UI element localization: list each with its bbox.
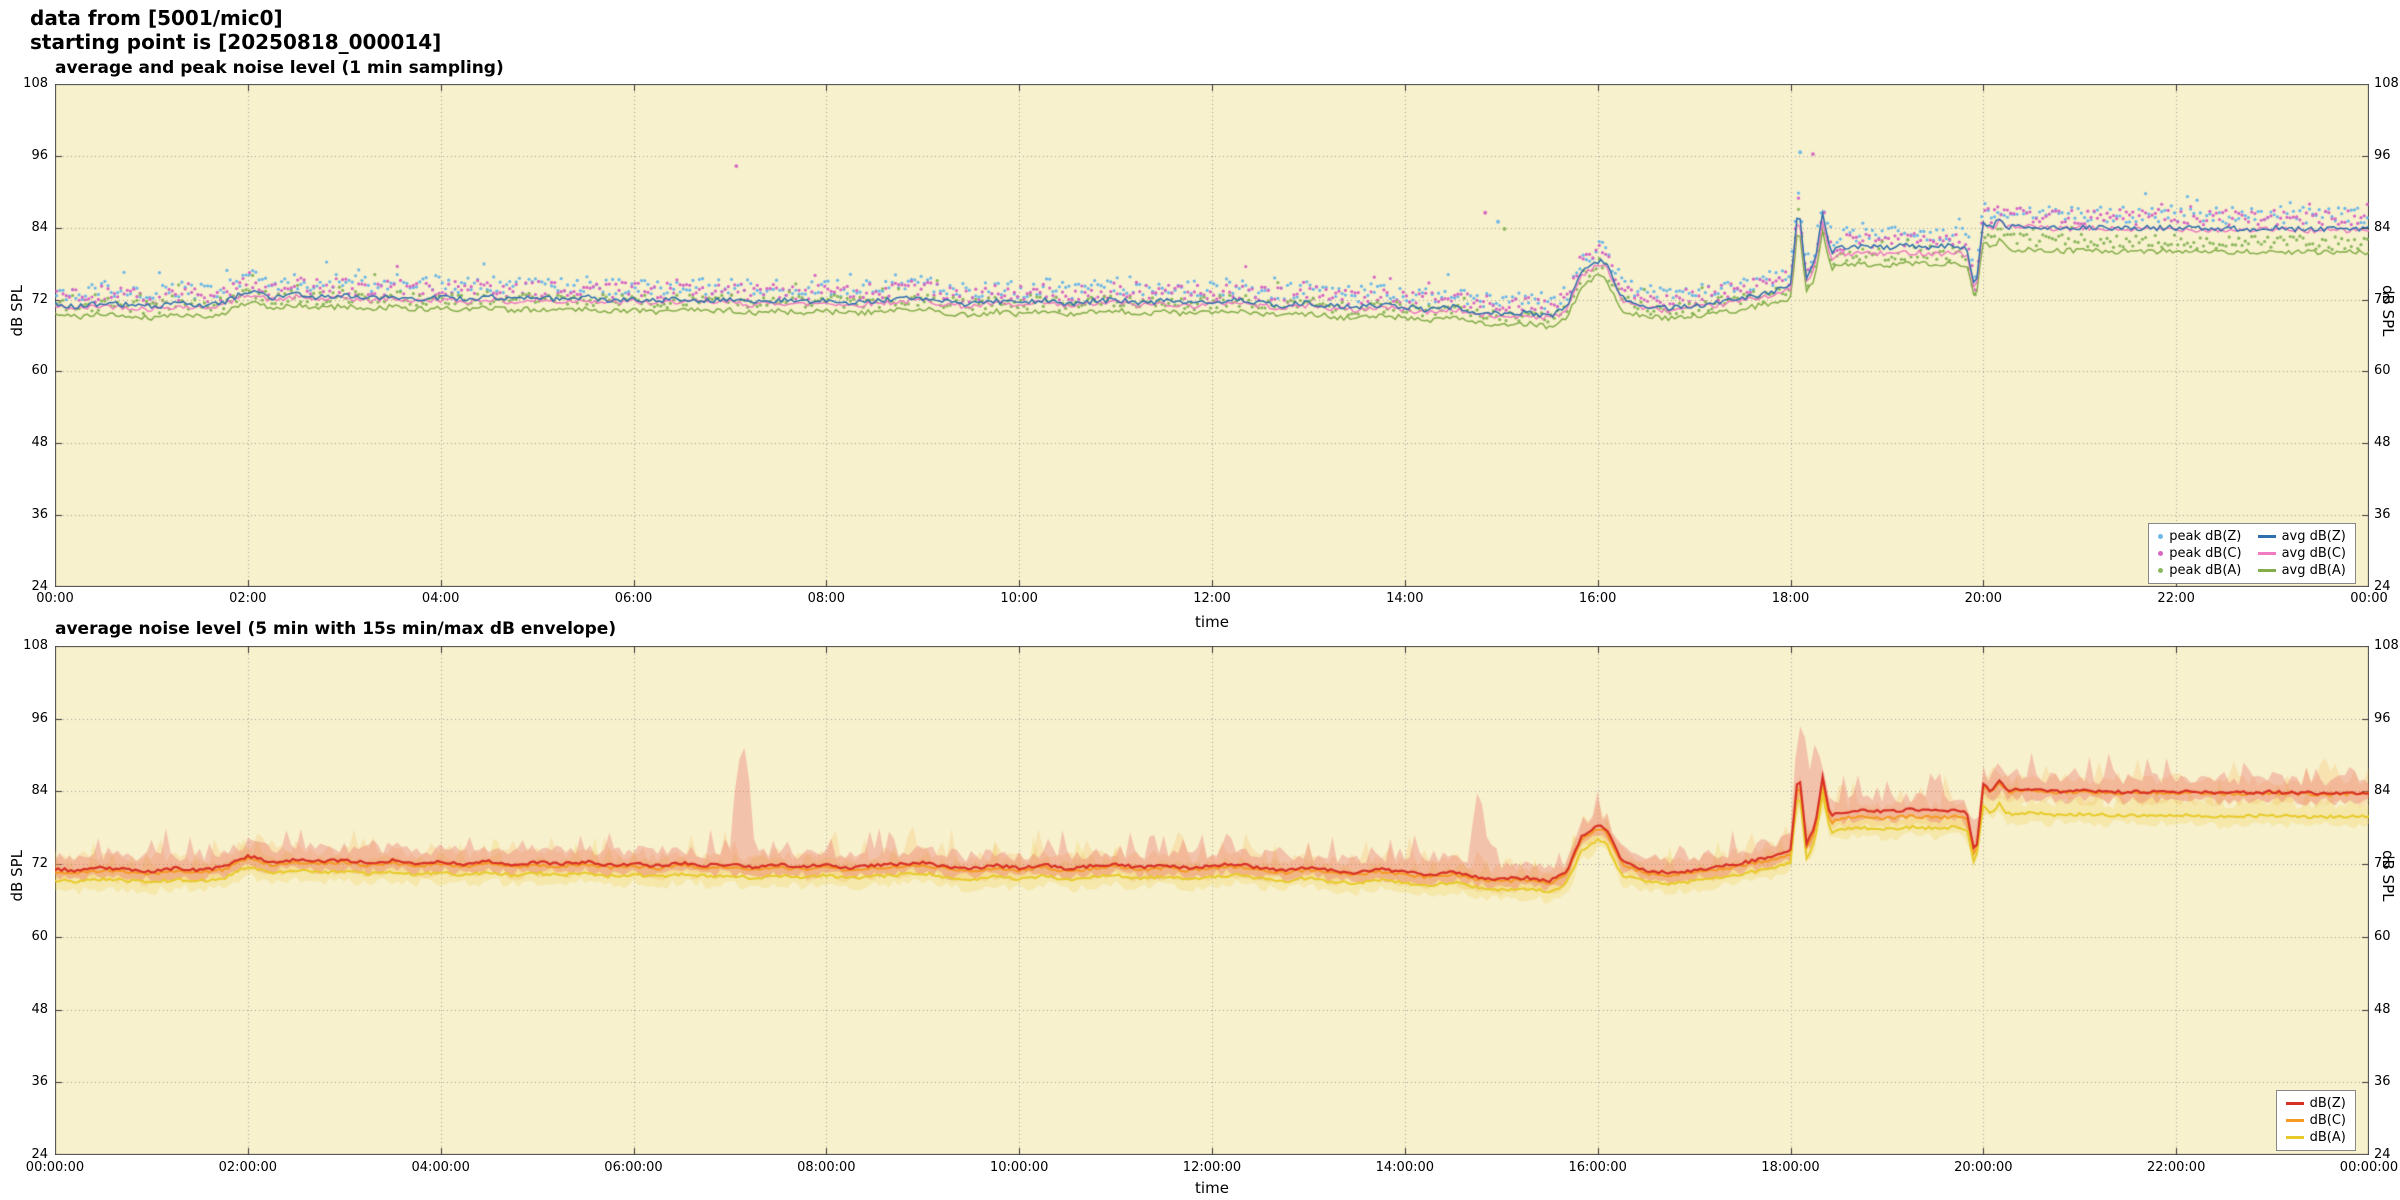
y-tick-label-left: 24 (31, 579, 48, 594)
x-tick-label: 12:00:00 (1182, 1160, 1242, 1175)
y-tick-label-left: 60 (31, 363, 48, 379)
legend-entry: dB(A) (2285, 1129, 2346, 1146)
chart1-plot-canvas (55, 84, 2369, 587)
legend-label: avg dB(C) (2281, 546, 2346, 561)
legend-dot-marker (2158, 568, 2164, 573)
y-tick-label-left: 96 (31, 710, 48, 726)
y-tick-label-right: 84 (2374, 783, 2391, 799)
y-tick-label-right: 60 (2374, 363, 2391, 379)
y-tick-label-left: 108 (23, 76, 48, 91)
chart1-title: average and peak noise level (1 min samp… (55, 58, 504, 78)
x-tick-label: 02:00:00 (218, 1160, 278, 1175)
y-tick-label-right: 108 (2374, 76, 2399, 91)
y-tick-label-left: 36 (31, 1074, 48, 1090)
legend-line-marker (2257, 569, 2276, 572)
chart2-plot-canvas (55, 646, 2369, 1155)
legend-label: avg dB(Z) (2281, 529, 2346, 544)
y-tick-label-left: 24 (31, 1147, 48, 1162)
header-line-1: data from [5001/mic0] (30, 6, 283, 30)
y-tick-label-left: 96 (31, 147, 48, 163)
y-tick-label-left: 48 (31, 435, 48, 451)
y-tick-label-right: 36 (2374, 1074, 2391, 1090)
legend-line-marker (2285, 1136, 2304, 1139)
y-tick-label-right: 96 (2374, 710, 2391, 726)
x-tick-label: 12:00 (1193, 591, 1231, 606)
legend-entry: avg dB(C) (2257, 545, 2346, 562)
legend-entry: peak dB(Z) (2158, 528, 2241, 545)
y-tick-label-right: 24 (2374, 579, 2391, 594)
legend-entry: peak dB(A) (2158, 562, 2241, 579)
x-tick-label: 00:00 (2350, 591, 2388, 606)
legend-dot-marker (2158, 551, 2164, 556)
y-tick-label-left: 84 (31, 219, 48, 235)
x-tick-label: 20:00 (1964, 591, 2003, 606)
y-tick-label-right: 72 (2374, 291, 2391, 307)
x-tick-label: 08:00:00 (797, 1160, 856, 1175)
x-tick-label: 10:00 (1000, 591, 1038, 606)
x-tick-label: 08:00 (807, 591, 846, 606)
y-tick-label-right: 72 (2374, 856, 2391, 872)
x-tick-label: 10:00:00 (989, 1160, 1049, 1175)
x-tick-label: 16:00:00 (1568, 1160, 1627, 1175)
legend-line-marker (2285, 1102, 2304, 1105)
legend-line-marker (2257, 552, 2276, 555)
x-tick-label: 18:00:00 (1761, 1160, 1820, 1175)
legend-entry: avg dB(A) (2257, 562, 2346, 579)
chart1-yaxis-label-right: dB SPL (2379, 285, 2397, 337)
legend-label: avg dB(A) (2281, 563, 2346, 578)
legend-label: dB(A) (2309, 1130, 2346, 1145)
legend-label: peak dB(A) (2169, 563, 2242, 578)
legend-line-marker (2257, 535, 2276, 538)
legend-entry: dB(C) (2285, 1112, 2346, 1129)
x-tick-label: 00:00:00 (2339, 1160, 2399, 1175)
x-tick-label: 14:00 (1386, 591, 1424, 606)
y-tick-label-right: 60 (2374, 928, 2391, 944)
legend-label: peak dB(Z) (2169, 529, 2242, 544)
x-tick-label: 04:00:00 (411, 1160, 470, 1175)
x-tick-label: 16:00 (1578, 591, 1617, 606)
legend-line-marker (2285, 1119, 2304, 1122)
x-tick-label: 04:00 (421, 591, 460, 606)
chart2-title: average noise level (5 min with 15s min/… (55, 619, 617, 639)
y-tick-label-right: 36 (2374, 507, 2391, 523)
legend-entry: peak dB(C) (2158, 545, 2242, 562)
x-tick-label: 18:00 (1771, 591, 1810, 606)
legend-entry: dB(Z) (2285, 1095, 2346, 1112)
y-tick-label-left: 84 (31, 783, 48, 799)
y-tick-label-right: 24 (2374, 1147, 2391, 1162)
y-tick-label-left: 72 (31, 856, 48, 872)
legend-entry: avg dB(Z) (2257, 528, 2346, 545)
chart1-legend: peak dB(Z) peak dB(C) peak dB(A) avg dB(Z) a… (2148, 523, 2356, 584)
legend-dot-marker (2158, 534, 2164, 539)
y-tick-label-left: 108 (23, 638, 48, 653)
legend-label: peak dB(C) (2169, 546, 2242, 561)
chart1-xaxis-label: time (1195, 613, 1229, 631)
header-line-2: starting point is [20250818_000014] (30, 30, 442, 54)
x-tick-label: 06:00:00 (604, 1160, 663, 1175)
x-tick-label: 06:00 (614, 591, 653, 606)
y-tick-label-left: 60 (31, 928, 48, 944)
x-tick-label: 22:00:00 (2146, 1160, 2206, 1175)
y-tick-label-right: 108 (2374, 638, 2399, 653)
y-tick-label-right: 84 (2374, 219, 2391, 235)
x-tick-label: 00:00:00 (25, 1160, 85, 1175)
y-tick-label-right: 48 (2374, 435, 2391, 451)
chart2-yaxis-label-right: dB SPL (2379, 850, 2397, 902)
x-tick-label: 22:00 (2157, 591, 2195, 606)
chart2-legend: dB(Z) dB(C) dB(A) (2275, 1090, 2356, 1151)
y-tick-label-left: 48 (31, 1001, 48, 1017)
x-tick-label: 14:00:00 (1375, 1160, 1435, 1175)
x-tick-label: 20:00:00 (1954, 1160, 2013, 1175)
y-tick-label-left: 36 (31, 507, 48, 523)
legend-label: dB(C) (2309, 1113, 2346, 1128)
chart2-xaxis-label: time (1195, 1179, 1229, 1197)
y-tick-label-right: 96 (2374, 147, 2391, 163)
x-tick-label: 00:00 (36, 591, 74, 606)
x-tick-label: 02:00 (229, 591, 267, 606)
legend-label: dB(Z) (2309, 1096, 2346, 1111)
y-tick-label-right: 48 (2374, 1001, 2391, 1017)
y-tick-label-left: 72 (31, 291, 48, 307)
